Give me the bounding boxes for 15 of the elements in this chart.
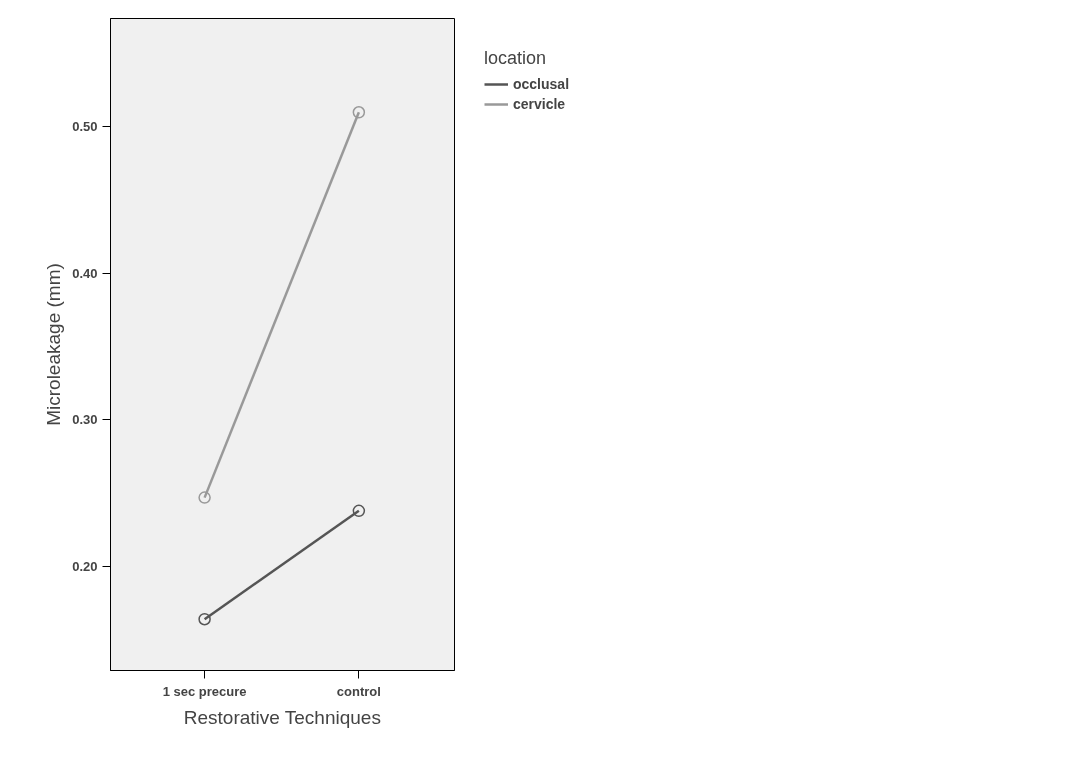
legend-label: occlusal: [513, 76, 570, 92]
point: [352, 106, 366, 119]
y-tick-label: 0.50: [72, 119, 98, 135]
legend-label: cervicle: [513, 96, 566, 112]
x-tick-label: control: [336, 683, 381, 699]
x-tick-label: 1 sec precure: [162, 683, 247, 699]
point: [198, 491, 211, 504]
point: [352, 504, 366, 518]
legend-title: location: [484, 48, 548, 69]
y-tick-label: 0.40: [72, 265, 98, 281]
point: [198, 612, 211, 626]
y-axis-title: Microleakage (mm): [43, 263, 65, 426]
y-tick-label: 0.20: [72, 558, 98, 574]
y-tick-label: 0.30: [72, 412, 98, 428]
x-axis-title: Restorative Techniques: [183, 706, 381, 728]
